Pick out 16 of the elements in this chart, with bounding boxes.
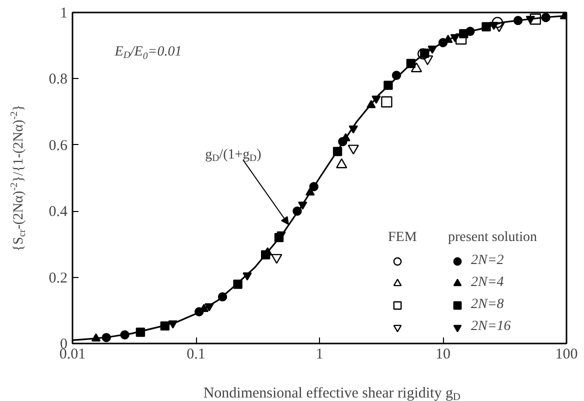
annotation: present solution	[448, 230, 538, 246]
legend-label: 2N=4	[471, 274, 504, 292]
annotation: FEM	[388, 230, 418, 246]
y-tick-label: 0.2	[48, 270, 68, 286]
y-axis-title: {Scr-(2Nα)-2}/{1-(2Nα)-2}	[9, 104, 28, 252]
legend-label: 2N=16	[471, 318, 511, 336]
y-tick-label: 0.8	[48, 72, 68, 88]
x-tick-label: 10	[436, 346, 450, 362]
x-tick-label: 1	[316, 346, 324, 362]
y-tick-label: 0.6	[48, 138, 68, 154]
x-tick-label: 0.1	[186, 346, 206, 362]
legend-label: 2N=2	[471, 252, 504, 270]
y-tick-label: 0.4	[48, 204, 68, 220]
x-tick-label: 100	[555, 346, 578, 362]
y-tick-label: 1	[60, 6, 68, 22]
legend-label: 2N=8	[471, 296, 504, 314]
